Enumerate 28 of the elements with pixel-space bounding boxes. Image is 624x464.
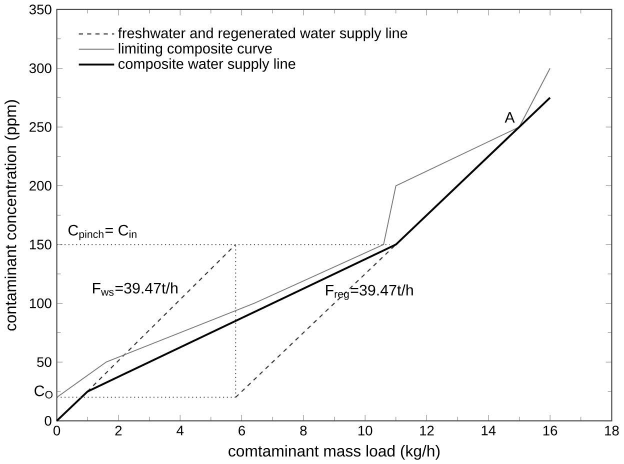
y-tick-label: 300 <box>29 63 52 73</box>
x-tick-label: 12 <box>420 426 434 436</box>
x-tick-label: 10 <box>358 426 372 436</box>
annotation: F$_{ws}$=39.47t/h <box>93 282 178 296</box>
x-tick-label: 8 <box>300 426 307 436</box>
legend-label: composite water supply line <box>118 58 296 72</box>
y-tick-label: 150 <box>30 239 52 250</box>
legend-label: freshwater and regenerated water supply line <box>118 27 408 41</box>
y-tick-label: 100 <box>30 298 52 308</box>
x-tick-label: 18 <box>605 426 619 436</box>
y-axis-title: contaminant concentration (ppm) <box>4 100 20 330</box>
x-tick-label: 6 <box>238 426 246 436</box>
annotation: C$_{O}$ <box>34 385 53 398</box>
x-tick-label: 16 <box>543 426 558 436</box>
x-tick-label: 4 <box>176 426 184 436</box>
annotation: C$_{pinch}$= C$_{in}$ <box>68 224 136 240</box>
y-tick-label: 200 <box>30 180 52 190</box>
annotation: A <box>504 112 515 122</box>
x-tick-label: 0 <box>53 426 60 436</box>
x-tick-label: 14 <box>482 426 496 436</box>
annotation: F$_{reg}$=39.47t/h <box>326 284 413 300</box>
y-tick-label: 250 <box>30 122 52 132</box>
legend-label: limiting composite curve <box>118 42 272 56</box>
x-axis-title: comtaminant mass load (kg/h) <box>228 444 440 460</box>
y-tick-label: 350 <box>29 4 52 14</box>
y-tick-label: 0 <box>44 416 52 426</box>
x-tick-label: 2 <box>115 426 122 436</box>
y-tick-label: 50 <box>37 357 52 367</box>
